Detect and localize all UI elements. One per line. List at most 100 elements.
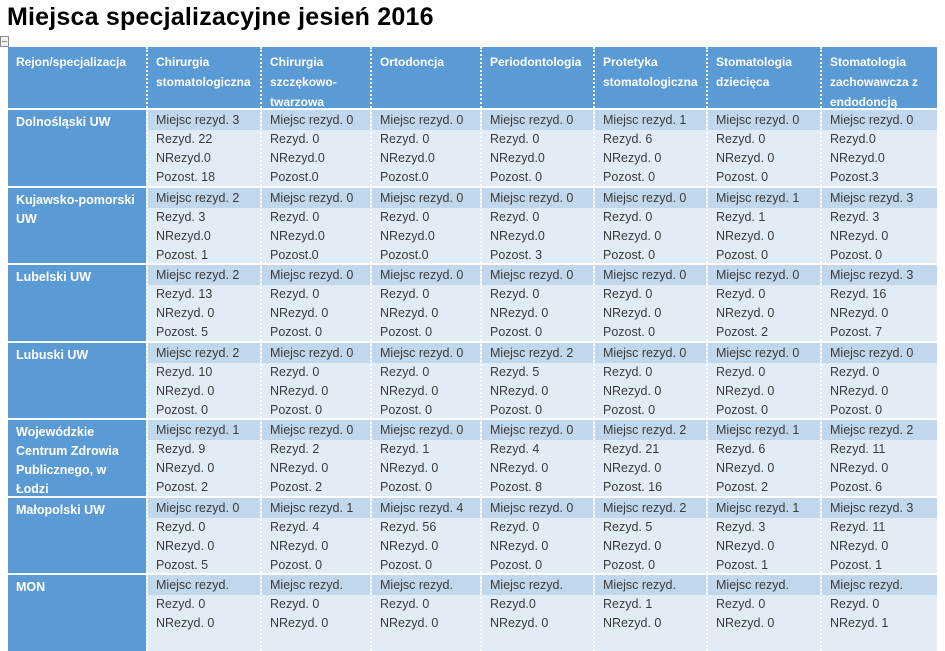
data-cell: Miejsc rezyd. 2 Rezyd. 5 NRezyd. 0 Pozost. …	[593, 495, 706, 573]
data-line: NRezyd. 0	[270, 616, 329, 630]
data-line: Miejsc rezyd.	[482, 575, 593, 595]
data-cell: Miejsc rezyd. 0 Rezyd. 0 NRezyd. 0 Pozost. …	[706, 108, 820, 186]
data-line: Rezyd. 6	[716, 442, 766, 456]
data-line: Rezyd. 0	[270, 364, 320, 379]
data-line: Rezyd. 4	[270, 519, 320, 534]
data-cell: Miejsc rezyd. 0 Rezyd. 0 NRezyd.0 Pozost.0	[260, 108, 370, 186]
data-line: Pozost. 0	[380, 480, 433, 494]
data-line: NRezyd. 0	[270, 461, 329, 475]
data-line: NRezyd. 0	[603, 538, 662, 553]
data-cell: Miejsc rezyd. 0 Rezyd. 0 NRezyd. 0 Pozost. …	[706, 263, 820, 341]
data-line: Pozost. 0	[156, 402, 209, 417]
region-cell: Lubuski UW	[8, 340, 146, 418]
data-line: Pozost. 0	[380, 557, 433, 572]
data-line: Miejsc rezyd.	[372, 575, 480, 595]
data-cell: Miejsc rezyd. 0 Rezyd. 0 NRezyd. 0 Pozost. …	[370, 263, 480, 341]
region-cell: Lubelski UW	[8, 263, 146, 341]
data-line: NRezyd.0	[380, 228, 435, 243]
data-line: Miejsc rezyd. 1	[708, 420, 820, 440]
data-line: Rezyd. 0	[156, 519, 206, 534]
header-cell: Ortodoncja	[370, 47, 480, 108]
data-line: Miejsc rezyd. 2	[148, 342, 260, 363]
data-line: Miejsc rezyd. 0	[708, 110, 820, 130]
data-line: Rezyd.0	[830, 132, 876, 146]
data-line: Rezyd. 0	[490, 519, 540, 534]
data-line: Rezyd. 0	[716, 597, 766, 611]
data-line: NRezyd. 0	[380, 616, 439, 630]
data-line: Rezyd. 0	[380, 364, 430, 379]
data-cell: Miejsc rezyd. Rezyd. 0 NRezyd. 1	[820, 573, 937, 651]
data-line: Miejsc rezyd. 0	[372, 110, 480, 130]
data-line: Pozost. 0	[830, 247, 883, 262]
data-line: Miejsc rezyd. 1	[262, 497, 370, 518]
table-resize-handle[interactable]	[0, 36, 9, 47]
data-cell: Miejsc rezyd. 0 Rezyd. 0 NRezyd. 0 Pozost. …	[370, 340, 480, 418]
data-cell: Miejsc rezyd. 0 Rezyd. 0 NRezyd.0 Pozost. 3	[480, 185, 593, 263]
data-line: NRezyd. 0	[380, 383, 439, 398]
data-line: NRezyd. 0	[156, 538, 215, 553]
data-line: Pozost. 0	[270, 402, 323, 417]
data-line: Rezyd. 0	[716, 287, 766, 301]
data-cell: Miejsc rezyd. 2 Rezyd. 21 NRezyd. 0 Pozost.…	[593, 418, 706, 496]
data-line: Pozost. 0	[603, 325, 656, 339]
data-line: NRezyd. 0	[830, 461, 889, 475]
data-cell: Miejsc rezyd. 4 Rezyd. 56 NRezyd. 0 Pozost.…	[370, 495, 480, 573]
data-line: NRezyd. 0	[830, 306, 889, 320]
data-line: Rezyd. 0	[603, 209, 653, 224]
data-line: Miejsc rezyd. 1	[595, 110, 706, 130]
data-cell: Miejsc rezyd. 0 Rezyd. 1 NRezyd. 0 Pozost. …	[370, 418, 480, 496]
data-line: Pozost. 0	[490, 557, 543, 572]
data-line: Rezyd. 16	[830, 287, 887, 301]
data-line: Miejsc rezyd. 0	[262, 187, 370, 208]
data-line: Miejsc rezyd. 3	[822, 497, 937, 518]
data-line: Rezyd. 3	[156, 209, 206, 224]
header-cell: Periodontologia	[480, 47, 593, 108]
data-line: Miejsc rezyd.	[148, 575, 260, 595]
data-line: Miejsc rezyd. 0	[482, 497, 593, 518]
data-cell: Miejsc rezyd. 1 Rezyd. 9 NRezyd. 0 Pozost. …	[146, 418, 260, 496]
data-line: Miejsc rezyd. 0	[482, 265, 593, 285]
data-line: Miejsc rezyd. 3	[822, 187, 937, 208]
data-cell: Miejsc rezyd. 2 Rezyd. 5 NRezyd. 0 Pozost. …	[480, 340, 593, 418]
data-line: Rezyd. 0	[830, 597, 880, 611]
data-line: Rezyd. 0	[490, 209, 540, 224]
data-line: Pozost. 8	[490, 480, 543, 494]
region-cell: Małopolski UW	[8, 495, 146, 573]
data-cell: Miejsc rezyd. 1 Rezyd. 6 NRezyd. 0 Pozost. …	[706, 418, 820, 496]
data-cell: Miejsc rezyd. 3 Rezyd. 3 NRezyd. 0 Pozost. …	[820, 185, 937, 263]
data-line: Miejsc rezyd. 2	[148, 187, 260, 208]
data-line: Pozost.0	[270, 170, 319, 184]
data-line: Miejsc rezyd. 0	[262, 110, 370, 130]
data-line: Pozost. 18	[156, 170, 216, 184]
data-line: NRezyd.0	[830, 151, 885, 165]
data-cell: Miejsc rezyd. 0 Rezyd. 0 NRezyd. 0 Pozost. …	[593, 185, 706, 263]
data-line: Rezyd. 0	[380, 209, 430, 224]
data-line: Pozost. 0	[603, 247, 656, 262]
data-line: Miejsc rezyd. 2	[822, 420, 937, 440]
data-line: Miejsc rezyd. 3	[148, 110, 260, 130]
data-line: Rezyd. 0	[603, 287, 653, 301]
data-cell: Miejsc rezyd. 1 Rezyd. 6 NRezyd. 0 Pozost. …	[593, 108, 706, 186]
data-line: Rezyd. 13	[156, 287, 213, 301]
data-line: Rezyd. 0	[380, 597, 430, 611]
data-line: NRezyd. 0	[490, 461, 549, 475]
data-line: Miejsc rezyd. 0	[262, 265, 370, 285]
data-line: Pozost. 0	[490, 325, 543, 339]
data-cell: Miejsc rezyd. 1 Rezyd. 3 NRezyd. 0 Pozost. …	[706, 495, 820, 573]
region-cell: Wojewódzkie Centrum Zdrowia Publicznego,…	[8, 418, 146, 496]
data-cell: Miejsc rezyd. Rezyd.0 NRezyd. 0	[480, 573, 593, 651]
data-line: Pozost. 1	[716, 557, 769, 572]
data-line: Pozost. 2	[156, 480, 209, 494]
data-cell: Miejsc rezyd. 0 Rezyd. 0 NRezyd.0 Pozost.0	[260, 185, 370, 263]
data-line: NRezyd.0	[270, 151, 325, 165]
data-cell: Miejsc rezyd. Rezyd. 0 NRezyd. 0	[370, 573, 480, 651]
header-cell: Chirurgia szczękowo-twarzowa	[260, 47, 370, 109]
data-line: Rezyd. 3	[830, 209, 880, 224]
data-line: Pozost. 0	[830, 402, 883, 417]
data-line: Rezyd. 0	[490, 132, 540, 146]
data-cell: Miejsc rezyd. 3 Rezyd. 11 NRezyd. 0 Pozost.…	[820, 495, 937, 573]
data-cell: Miejsc rezyd. 0 Rezyd. 0 NRezyd. 0 Pozost. …	[260, 340, 370, 418]
table: Rejon/specjalizacja Chirurgia stomatologi…	[8, 47, 937, 651]
data-line: Rezyd. 0	[716, 132, 766, 146]
data-line: Miejsc rezyd. 0	[708, 342, 820, 363]
